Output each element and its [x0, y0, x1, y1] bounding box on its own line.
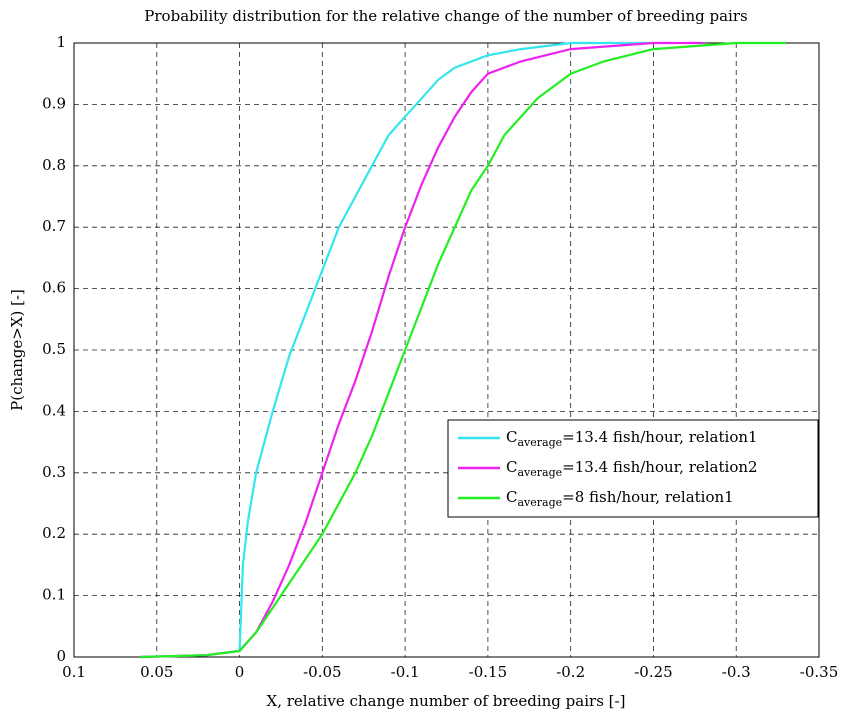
y-tick-label: 0.8: [42, 156, 66, 174]
x-tick-label: 0: [235, 663, 245, 681]
x-tick-label: -0.35: [800, 663, 838, 681]
y-tick-label: 0.6: [42, 279, 66, 297]
y-tick-label: 0.4: [42, 401, 66, 419]
y-tick-label: 0.9: [42, 94, 66, 112]
x-tick-label: 0.05: [140, 663, 173, 681]
x-tick-label: -0.3: [722, 663, 751, 681]
legend-label-main: C: [506, 488, 517, 506]
legend-box: [447, 419, 819, 518]
x-tick-label: 0.1: [62, 663, 86, 681]
legend-label-rest: =13.4 fish/hour, relation2: [562, 458, 757, 476]
legend-label-main: C: [506, 458, 517, 476]
y-tick-label: 0.3: [42, 463, 66, 481]
legend-label-sub: average: [517, 466, 562, 479]
x-tick-label: -0.15: [469, 663, 507, 681]
legend-label: Caverage=13.4 fish/hour, relation1: [506, 428, 758, 449]
x-axis-label: X, relative change number of breeding pa…: [267, 692, 626, 710]
x-tick-label: -0.2: [556, 663, 585, 681]
data-line: [140, 41, 704, 659]
y-tick-label: 0.5: [42, 340, 66, 358]
x-tick-label: -0.1: [391, 663, 420, 681]
y-tick-label: 0: [56, 647, 66, 665]
data-line: [140, 41, 654, 659]
legend-label: Caverage=13.4 fish/hour, relation2: [506, 458, 758, 479]
y-tick-label: 0.2: [42, 524, 66, 542]
legend-label-rest: =8 fish/hour, relation1: [562, 488, 734, 506]
x-tick-label: -0.05: [303, 663, 341, 681]
legend-label: Caverage=8 fish/hour, relation1: [506, 488, 734, 509]
legend-label-sub: average: [517, 436, 562, 449]
y-tick-label: 0.7: [42, 217, 66, 235]
x-tick-label: -0.25: [634, 663, 672, 681]
legend-label-main: C: [506, 428, 517, 446]
y-tick-label: 1: [56, 33, 66, 51]
y-axis-label: P(change>X) [-]: [8, 289, 26, 411]
legend-label-sub: average: [517, 496, 562, 509]
chart-title: Probability distribution for the relativ…: [144, 7, 747, 25]
plot-frame: [73, 42, 820, 658]
y-tick-label: 0.1: [42, 586, 66, 604]
legend-label-rest: =13.4 fish/hour, relation1: [562, 428, 757, 446]
data-line: [140, 41, 786, 659]
